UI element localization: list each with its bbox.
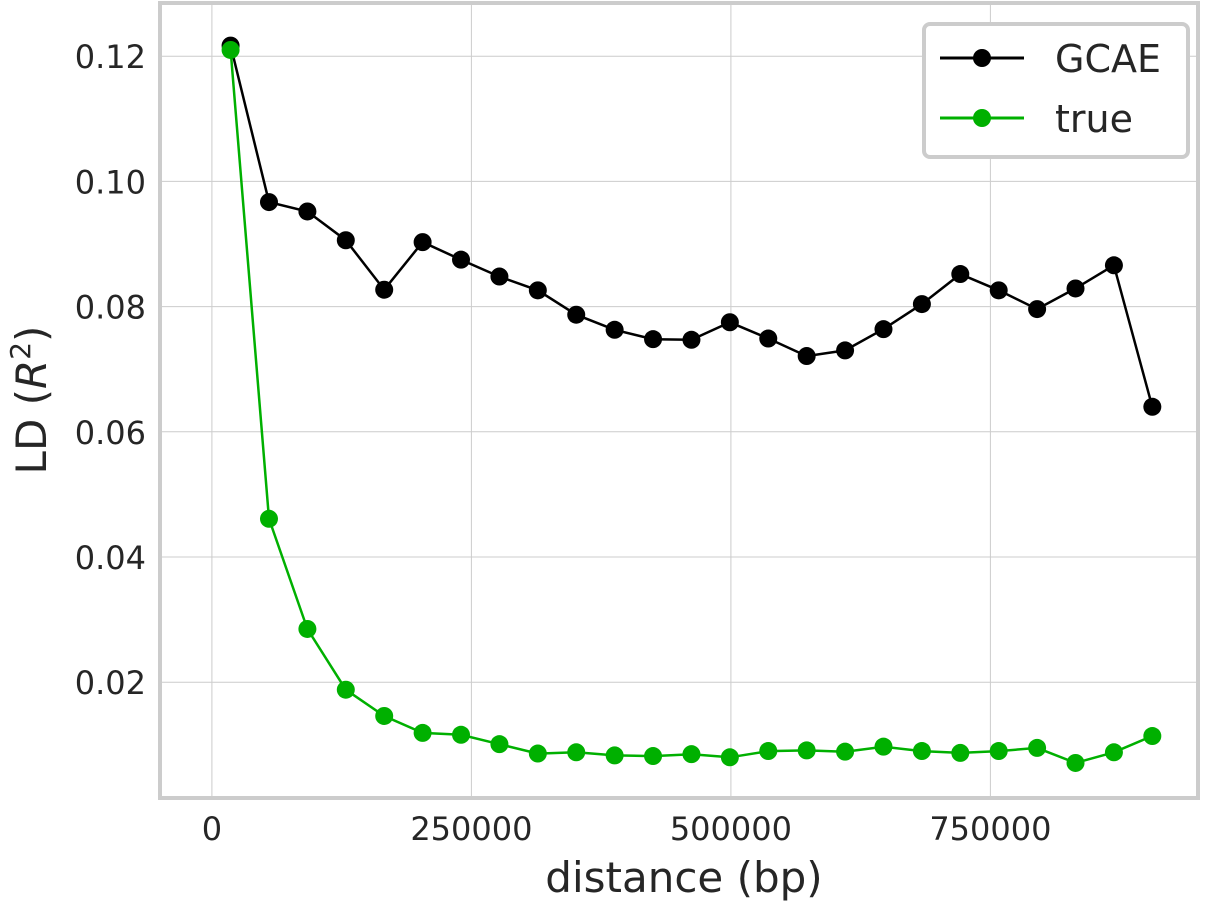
data-point-gcae xyxy=(413,233,432,252)
data-point-gcae xyxy=(1143,397,1162,416)
series-true xyxy=(221,40,1162,772)
y-tick-label: 0.10 xyxy=(75,163,146,201)
data-point-gcae xyxy=(567,305,586,324)
data-point-gcae xyxy=(644,330,663,349)
data-point-gcae xyxy=(759,329,778,348)
data-point-gcae xyxy=(336,231,355,250)
data-point-true xyxy=(336,680,355,699)
data-point-gcae xyxy=(720,313,739,332)
data-point-true xyxy=(874,737,893,756)
data-point-true xyxy=(836,742,855,761)
data-point-gcae xyxy=(1104,256,1123,275)
data-point-true xyxy=(682,745,701,764)
data-point-true xyxy=(1066,753,1085,772)
y-axis-label-variable: R xyxy=(7,360,56,389)
data-point-true xyxy=(912,742,931,761)
x-tick-labels: 0 250000 500000 750000 xyxy=(202,810,1052,848)
data-point-gcae xyxy=(259,193,278,212)
legend-gcae-label: GCAE xyxy=(1055,37,1161,81)
y-tick-labels: 0.02 0.04 0.06 0.08 0.10 0.12 xyxy=(75,38,146,702)
y-tick-label: 0.08 xyxy=(75,289,146,327)
data-point-gcae xyxy=(912,295,931,314)
data-point-gcae xyxy=(452,250,471,269)
data-point-true xyxy=(797,741,816,760)
data-point-true xyxy=(413,723,432,742)
data-point-gcae xyxy=(490,267,509,286)
data-point-true xyxy=(528,744,547,763)
data-point-gcae xyxy=(1066,279,1085,298)
y-axis-label-superscript: 2 xyxy=(4,342,37,360)
data-point-true xyxy=(567,743,586,762)
y-tick-label: 0.02 xyxy=(75,664,146,702)
data-point-gcae xyxy=(375,280,394,299)
x-axis-label: distance (bp) xyxy=(545,853,822,902)
x-tick-label: 250000 xyxy=(410,810,532,848)
y-axis-label-close: ) xyxy=(7,326,56,342)
x-tick-label: 750000 xyxy=(929,810,1051,848)
data-point-true xyxy=(1143,727,1162,746)
data-point-true xyxy=(989,742,1008,761)
data-point-true xyxy=(298,619,317,638)
legend: GCAE true xyxy=(922,22,1190,159)
data-point-true xyxy=(605,746,624,765)
data-point-gcae xyxy=(951,265,970,284)
x-tick-label: 0 xyxy=(202,810,222,848)
data-point-true xyxy=(720,748,739,767)
data-point-gcae xyxy=(528,281,547,300)
data-point-true xyxy=(375,706,394,725)
y-tick-label: 0.12 xyxy=(75,38,146,76)
data-point-true xyxy=(221,40,240,59)
legend-gcae-marker xyxy=(973,49,991,67)
data-point-gcae xyxy=(605,320,624,339)
y-axis-label: LD (R2) xyxy=(4,326,56,475)
data-point-gcae xyxy=(298,202,317,221)
y-tick-label: 0.04 xyxy=(75,539,146,577)
data-point-true xyxy=(259,509,278,528)
series-layer xyxy=(221,36,1162,772)
data-point-true xyxy=(490,735,509,754)
data-point-gcae xyxy=(989,281,1008,300)
data-point-gcae xyxy=(797,347,816,366)
data-point-gcae xyxy=(874,320,893,339)
legend-true-label: true xyxy=(1055,97,1133,141)
data-point-true xyxy=(1028,738,1047,757)
y-tick-label: 0.06 xyxy=(75,414,146,452)
series-gcae xyxy=(221,36,1162,416)
legend-true-marker xyxy=(973,109,991,127)
data-point-true xyxy=(452,725,471,744)
data-point-gcae xyxy=(836,341,855,360)
data-point-gcae xyxy=(1028,300,1047,319)
data-point-gcae xyxy=(682,330,701,349)
data-point-true xyxy=(951,743,970,762)
data-point-true xyxy=(1104,743,1123,762)
data-point-true xyxy=(759,742,778,761)
data-point-true xyxy=(644,747,663,766)
x-tick-label: 500000 xyxy=(670,810,792,848)
y-axis-label-main: LD ( xyxy=(7,389,56,474)
plot-frame xyxy=(158,1,1200,800)
